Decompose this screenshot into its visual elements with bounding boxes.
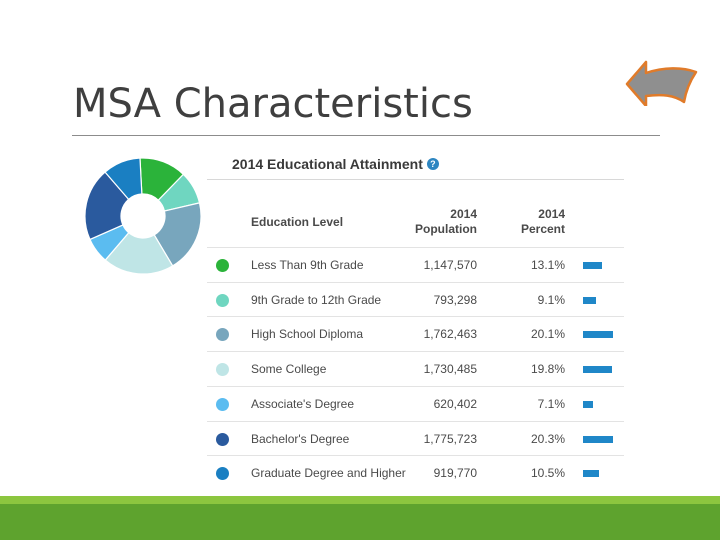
title-divider [72, 135, 660, 136]
help-icon[interactable]: ? [426, 158, 439, 170]
percent-bar [583, 435, 613, 443]
population-value: 793,298 [433, 292, 477, 307]
footer-band-highlight [0, 496, 720, 504]
column-header-population: 2014 Population [405, 207, 477, 237]
percent-value: 19.8% [530, 362, 565, 377]
percent-value: 7.1% [537, 396, 565, 411]
percent-value: 13.1% [530, 258, 565, 272]
back-arrow-icon[interactable] [624, 58, 700, 106]
education-level-label: Less Than 9th Grade [251, 258, 364, 272]
legend-dot-icon [216, 467, 229, 481]
column-header-education-level: Education Level [251, 215, 344, 229]
legend-dot-icon [216, 397, 229, 411]
table-row[interactable]: Graduate Degree and Higher 919,770 10.5% [207, 455, 624, 490]
percent-header-label: Percent [520, 222, 565, 236]
population-value: 1,762,463 [423, 327, 477, 342]
donut-chart [84, 157, 202, 275]
percent-bar [583, 366, 613, 374]
legend-dot-icon [216, 328, 229, 342]
percent-header-year: 2014 [538, 207, 565, 221]
table-row[interactable]: High School Diploma 1,762,463 20.1% [207, 316, 624, 351]
table-row[interactable]: 9th Grade to 12th Grade 793,298 9.1% [207, 281, 624, 317]
percent-value: 20.3% [530, 431, 565, 446]
population-value: 1,730,485 [423, 362, 477, 377]
percent-value: 9.1% [537, 292, 565, 307]
panel-title: 2014 Educational Attainment ? [232, 156, 439, 172]
population-value: 620,402 [433, 396, 477, 411]
legend-dot-icon [216, 259, 229, 272]
education-level-label: Some College [251, 362, 327, 377]
slide-title: MSA Characteristics [73, 81, 473, 127]
percent-bar [583, 331, 613, 339]
population-header-label: Population [415, 222, 477, 236]
education-level-label: Graduate Degree and Higher [251, 466, 406, 481]
table-row[interactable]: Some College 1,730,485 19.8% [207, 351, 624, 386]
population-value: 1,147,570 [423, 258, 477, 272]
panel-divider [207, 179, 624, 180]
table-row[interactable]: Less Than 9th Grade 1,147,570 13.1% [207, 247, 624, 282]
table-row[interactable]: Associate's Degree 620,402 7.1% [207, 385, 624, 421]
legend-dot-icon [216, 363, 229, 377]
education-level-label: High School Diploma [251, 327, 364, 342]
percent-value: 20.1% [530, 327, 565, 342]
table-row[interactable]: Bachelor's Degree 1,775,723 20.3% [207, 420, 624, 456]
panel-title-text: 2014 Educational Attainment [232, 156, 423, 172]
percent-bar [583, 296, 597, 304]
population-value: 1,775,723 [423, 431, 477, 446]
education-level-label: 9th Grade to 12th Grade [251, 292, 382, 307]
education-level-label: Bachelor's Degree [251, 431, 350, 446]
education-level-label: Associate's Degree [251, 396, 355, 411]
percent-bar [583, 400, 594, 408]
population-header-year: 2014 [450, 207, 477, 221]
percent-bar [583, 262, 603, 269]
percent-bar [583, 470, 599, 478]
legend-dot-icon [216, 432, 229, 446]
population-value: 919,770 [433, 466, 477, 481]
legend-dot-icon [216, 293, 229, 307]
percent-value: 10.5% [530, 466, 565, 481]
donut-slice [104, 157, 143, 201]
column-header-percent: 2014 Percent [505, 207, 565, 237]
